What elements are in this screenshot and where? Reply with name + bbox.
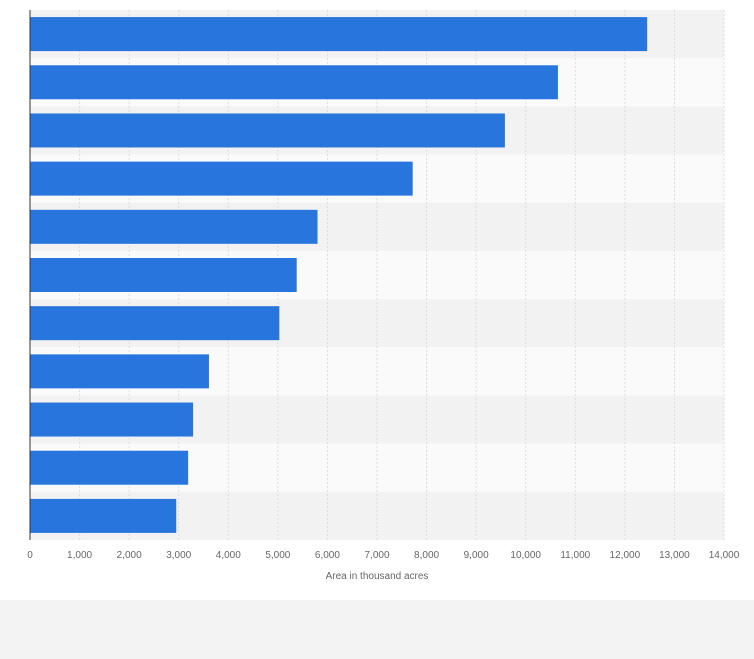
x-tick-label: 14,000 — [709, 550, 740, 561]
x-tick-label: 2,000 — [117, 550, 142, 561]
x-tick-label: 4,000 — [216, 550, 241, 561]
bar — [30, 306, 280, 341]
x-tick-label: 10,000 — [510, 550, 541, 561]
x-axis-label: Area in thousand acres — [326, 571, 429, 582]
bar — [30, 113, 505, 148]
bar — [30, 402, 194, 437]
x-tick-label: 12,000 — [610, 550, 641, 561]
chart-area: 0 1,000 2,000 3,000 4,000 5,000 6,000 7,000 8,00… — [0, 0, 754, 600]
bar — [30, 65, 558, 100]
bar — [30, 498, 177, 533]
bar — [30, 258, 297, 292]
bar — [30, 161, 413, 196]
bar — [30, 354, 209, 389]
x-tick-labels: 0 1,000 2,000 3,000 4,000 5,000 6,000 7,000 8,00… — [27, 550, 740, 561]
x-tick-label: 8,000 — [414, 550, 439, 561]
x-tick-label: 11,000 — [560, 550, 590, 561]
x-tick-label: 7,000 — [364, 550, 389, 561]
bar — [30, 17, 648, 52]
bar-chart: 0 1,000 2,000 3,000 4,000 5,000 6,000 7,000 8,00… — [27, 10, 740, 582]
x-tick-label: 3,000 — [166, 550, 191, 561]
x-tick-label: 9,000 — [464, 550, 489, 561]
x-tick-label: 6,000 — [315, 550, 340, 561]
x-tick-label: 1,000 — [67, 550, 92, 561]
bar — [30, 450, 189, 485]
x-tick-label: 5,000 — [265, 550, 290, 561]
bar — [30, 209, 318, 244]
bars — [30, 17, 648, 533]
x-tick-label: 0 — [27, 550, 33, 561]
x-tick-label: 13,000 — [659, 550, 690, 561]
footer-band — [0, 600, 754, 659]
